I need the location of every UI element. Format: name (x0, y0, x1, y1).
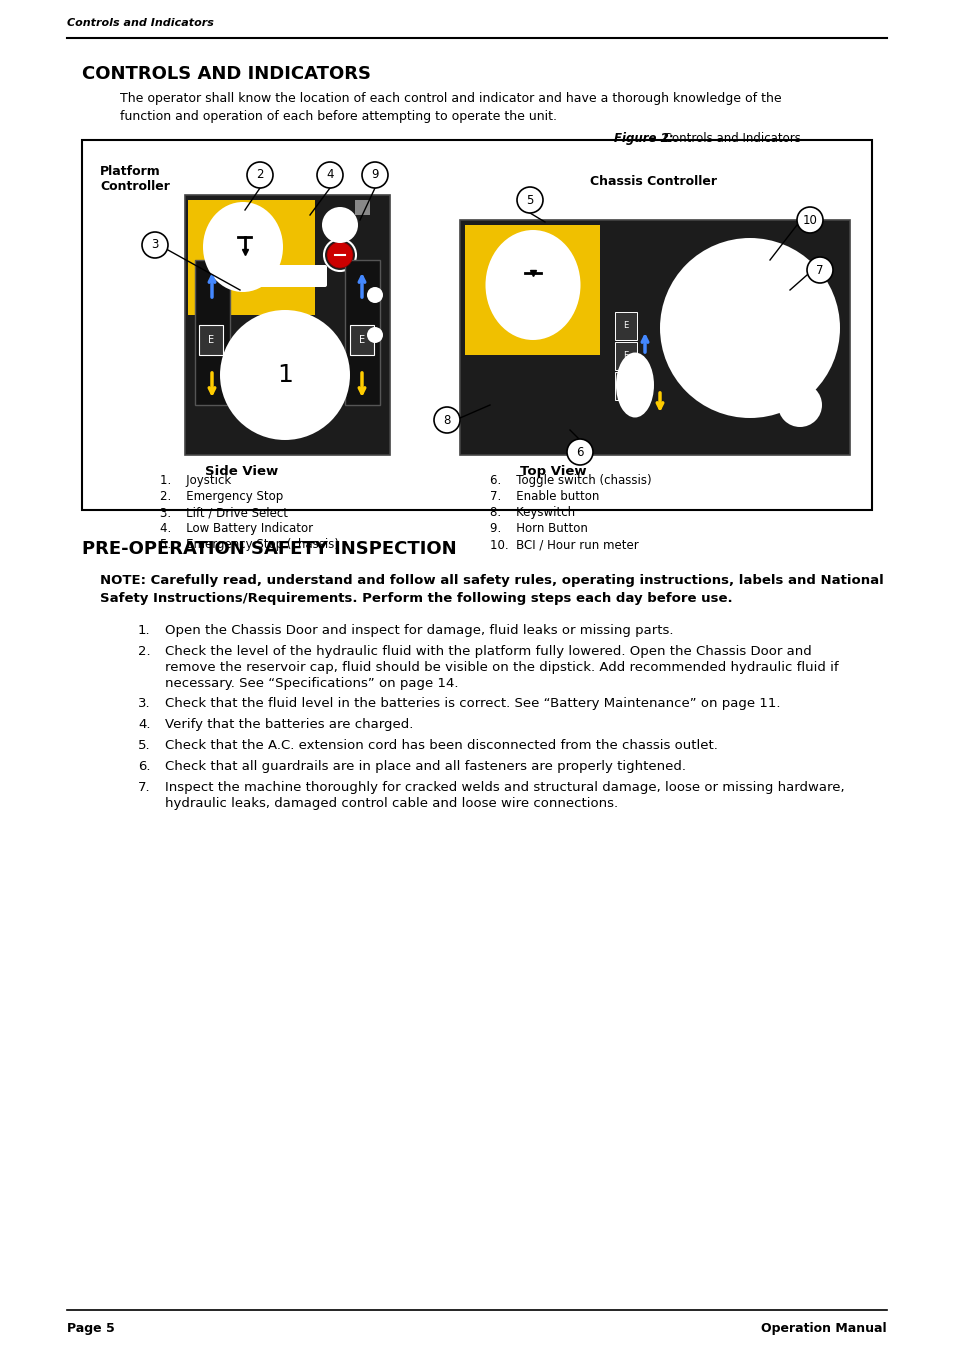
Text: 6.: 6. (138, 760, 151, 774)
Text: 7.: 7. (138, 782, 151, 794)
Ellipse shape (616, 352, 654, 417)
Text: Chassis Controller: Chassis Controller (589, 176, 717, 188)
Text: Open the Chassis Door and inspect for damage, fluid leaks or missing parts.: Open the Chassis Door and inspect for da… (165, 624, 673, 637)
Text: 1: 1 (276, 363, 293, 387)
Circle shape (361, 162, 388, 188)
Bar (464, 225, 599, 355)
Text: 5.    Emergency Stop (chassis): 5. Emergency Stop (chassis) (160, 539, 338, 551)
Text: Check the level of the hydraulic fluid with the platform fully lowered. Open the: Check the level of the hydraulic fluid w… (165, 645, 811, 657)
Text: 5.: 5. (138, 738, 151, 752)
Text: PRE-OPERATION SAFETY INSPECTION: PRE-OPERATION SAFETY INSPECTION (82, 540, 456, 558)
Bar (188, 200, 314, 315)
Bar (185, 194, 390, 455)
Text: 2.: 2. (138, 645, 151, 657)
Text: 3.: 3. (138, 697, 151, 710)
Text: 6: 6 (576, 446, 583, 459)
Text: 2.    Emergency Stop: 2. Emergency Stop (160, 490, 283, 504)
Circle shape (659, 238, 840, 418)
Text: Check that all guardrails are in place and all fasteners are properly tightened.: Check that all guardrails are in place a… (165, 760, 685, 774)
Text: 2: 2 (256, 169, 263, 181)
Circle shape (796, 207, 822, 234)
Text: Verify that the batteries are charged.: Verify that the batteries are charged. (165, 718, 413, 730)
Text: 3.    Lift / Drive Select: 3. Lift / Drive Select (160, 506, 288, 518)
Text: 10: 10 (801, 213, 817, 227)
Text: 7.    Enable button: 7. Enable button (490, 490, 598, 504)
Text: E: E (622, 321, 628, 331)
Circle shape (277, 269, 292, 282)
Text: Controller: Controller (100, 180, 170, 193)
Text: Safety Instructions/Requirements. Perform the following steps each day before us: Safety Instructions/Requirements. Perfor… (100, 593, 732, 605)
Text: 4: 4 (326, 169, 334, 181)
Text: Check that the fluid level in the batteries is correct. See “Battery Maintenance: Check that the fluid level in the batter… (165, 697, 780, 710)
Circle shape (316, 162, 343, 188)
Text: Side View: Side View (205, 464, 278, 478)
Text: necessary. See “Specifications” on page 14.: necessary. See “Specifications” on page … (165, 676, 458, 690)
Text: 6.    Toggle switch (chassis): 6. Toggle switch (chassis) (490, 474, 651, 487)
Text: 8: 8 (443, 413, 450, 427)
Circle shape (566, 439, 593, 464)
Circle shape (322, 207, 357, 243)
Circle shape (327, 242, 353, 269)
Text: 1.: 1. (138, 624, 151, 637)
Bar (199, 325, 223, 355)
Text: Check that the A.C. extension cord has been disconnected from the chassis outlet: Check that the A.C. extension cord has b… (165, 738, 717, 752)
Circle shape (367, 288, 382, 302)
Text: Figure 2:: Figure 2: (614, 132, 673, 144)
Circle shape (255, 269, 270, 282)
Bar (459, 220, 849, 455)
Text: hydraulic leaks, damaged control cable and loose wire connections.: hydraulic leaks, damaged control cable a… (165, 796, 618, 810)
Bar (345, 261, 379, 405)
Text: 9: 9 (371, 169, 378, 181)
Circle shape (806, 256, 832, 284)
Text: E: E (208, 335, 213, 346)
Bar (615, 312, 637, 340)
Text: E: E (622, 351, 628, 360)
Bar (615, 373, 637, 400)
Bar (194, 261, 230, 405)
Text: NOTE: Carefully read, understand and follow all safety rules, operating instruct: NOTE: Carefully read, understand and fol… (100, 574, 882, 587)
Text: 5: 5 (526, 193, 533, 207)
Text: remove the reservoir cap, fluid should be visible on the dipstick. Add recommend: remove the reservoir cap, fluid should b… (165, 662, 838, 674)
Text: Top View: Top View (519, 464, 586, 478)
Text: 8.    Keyswitch: 8. Keyswitch (490, 506, 575, 518)
Circle shape (247, 162, 273, 188)
Circle shape (517, 188, 542, 213)
Text: Inspect the machine thoroughly for cracked welds and structural damage, loose or: Inspect the machine thoroughly for crack… (165, 782, 843, 794)
Text: 10.  BCI / Hour run meter: 10. BCI / Hour run meter (490, 539, 639, 551)
Bar (355, 200, 370, 215)
Text: 9.    Horn Button: 9. Horn Button (490, 522, 587, 535)
Text: Operation Manual: Operation Manual (760, 1322, 886, 1335)
Text: Page 5: Page 5 (67, 1322, 114, 1335)
Text: 4.: 4. (138, 718, 151, 730)
Ellipse shape (203, 202, 283, 292)
Circle shape (778, 338, 821, 382)
Circle shape (220, 310, 350, 440)
Text: E: E (622, 382, 628, 390)
Ellipse shape (485, 230, 579, 340)
Ellipse shape (258, 261, 281, 279)
Bar (350, 325, 374, 355)
Text: The operator shall know the location of each control and indicator and have a th: The operator shall know the location of … (120, 92, 781, 105)
Text: E: E (358, 335, 365, 346)
Text: CONTROLS AND INDICATORS: CONTROLS AND INDICATORS (82, 65, 371, 82)
Circle shape (367, 327, 382, 343)
Text: 3: 3 (152, 239, 158, 251)
Circle shape (778, 383, 821, 427)
Text: 7: 7 (816, 263, 822, 277)
Bar (82, 140, 871, 510)
Circle shape (434, 406, 459, 433)
FancyBboxPatch shape (233, 265, 327, 288)
Text: 1.    Joystick: 1. Joystick (160, 474, 231, 487)
Text: Platform: Platform (100, 165, 161, 178)
Bar (615, 342, 637, 370)
Circle shape (142, 232, 168, 258)
Text: Controls and Indicators: Controls and Indicators (67, 18, 213, 28)
Text: Controls and Indicators: Controls and Indicators (659, 132, 800, 144)
Text: function and operation of each before attempting to operate the unit.: function and operation of each before at… (120, 109, 557, 123)
Text: 4.    Low Battery Indicator: 4. Low Battery Indicator (160, 522, 313, 535)
Circle shape (299, 269, 314, 282)
